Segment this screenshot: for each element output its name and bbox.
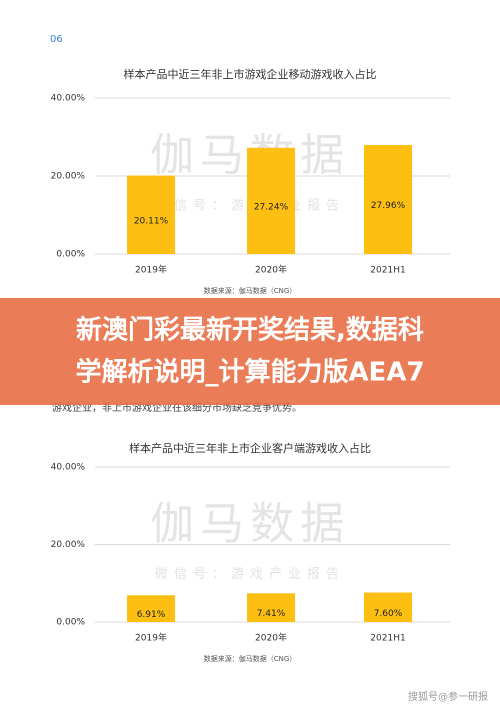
source: 数据来源：伽马数据（CNG）: [204, 286, 297, 295]
chart-title: 样本产品中近三年非上市游戏企业移动游戏收入占比: [124, 67, 377, 81]
credit: 搜狐号@参一研报: [408, 690, 488, 703]
x-tick-label: 2021H1: [370, 634, 405, 644]
value-label: 20.11%: [134, 216, 169, 226]
value-label: 27.96%: [371, 201, 406, 211]
bar: [247, 593, 295, 622]
value-label: 7.41%: [257, 609, 286, 619]
y-tick-label: 0.00%: [56, 250, 85, 260]
banner-title-line: 学解析说明_计算能力版AEA7: [75, 357, 424, 388]
bar: [247, 147, 295, 254]
x-tick-label: 2020年: [255, 632, 287, 644]
x-tick-label: 2020年: [255, 264, 287, 276]
y-tick-label: 20.00%: [51, 172, 86, 182]
value-label: 27.24%: [254, 202, 289, 212]
x-tick-label: 2019年: [135, 632, 167, 644]
bar: [127, 595, 175, 622]
bar: [127, 175, 175, 254]
bar: [364, 144, 412, 254]
bar: [364, 592, 412, 622]
page-number: 06: [50, 34, 63, 45]
banner: [0, 298, 500, 405]
watermark: 伽马数据: [150, 499, 350, 550]
y-tick-label: 0.00%: [56, 618, 85, 628]
source: 数据来源：伽马数据（CNG）: [204, 654, 297, 663]
y-tick-label: 20.00%: [51, 540, 86, 550]
chart-title: 样本产品中近三年非上市企业客户端游戏收入占比: [129, 441, 371, 455]
watermark-sub: 微信号：游戏产业报告: [155, 567, 345, 582]
value-label: 6.91%: [137, 610, 166, 620]
y-tick-label: 40.00%: [51, 463, 86, 473]
x-tick-label: 2019年: [135, 264, 167, 276]
y-tick-label: 40.00%: [51, 94, 86, 104]
x-tick-label: 2021H1: [370, 266, 405, 276]
banner-title-line: 新澳门彩最新开奖结果,数据科: [76, 315, 424, 346]
value-label: 7.60%: [374, 609, 403, 619]
